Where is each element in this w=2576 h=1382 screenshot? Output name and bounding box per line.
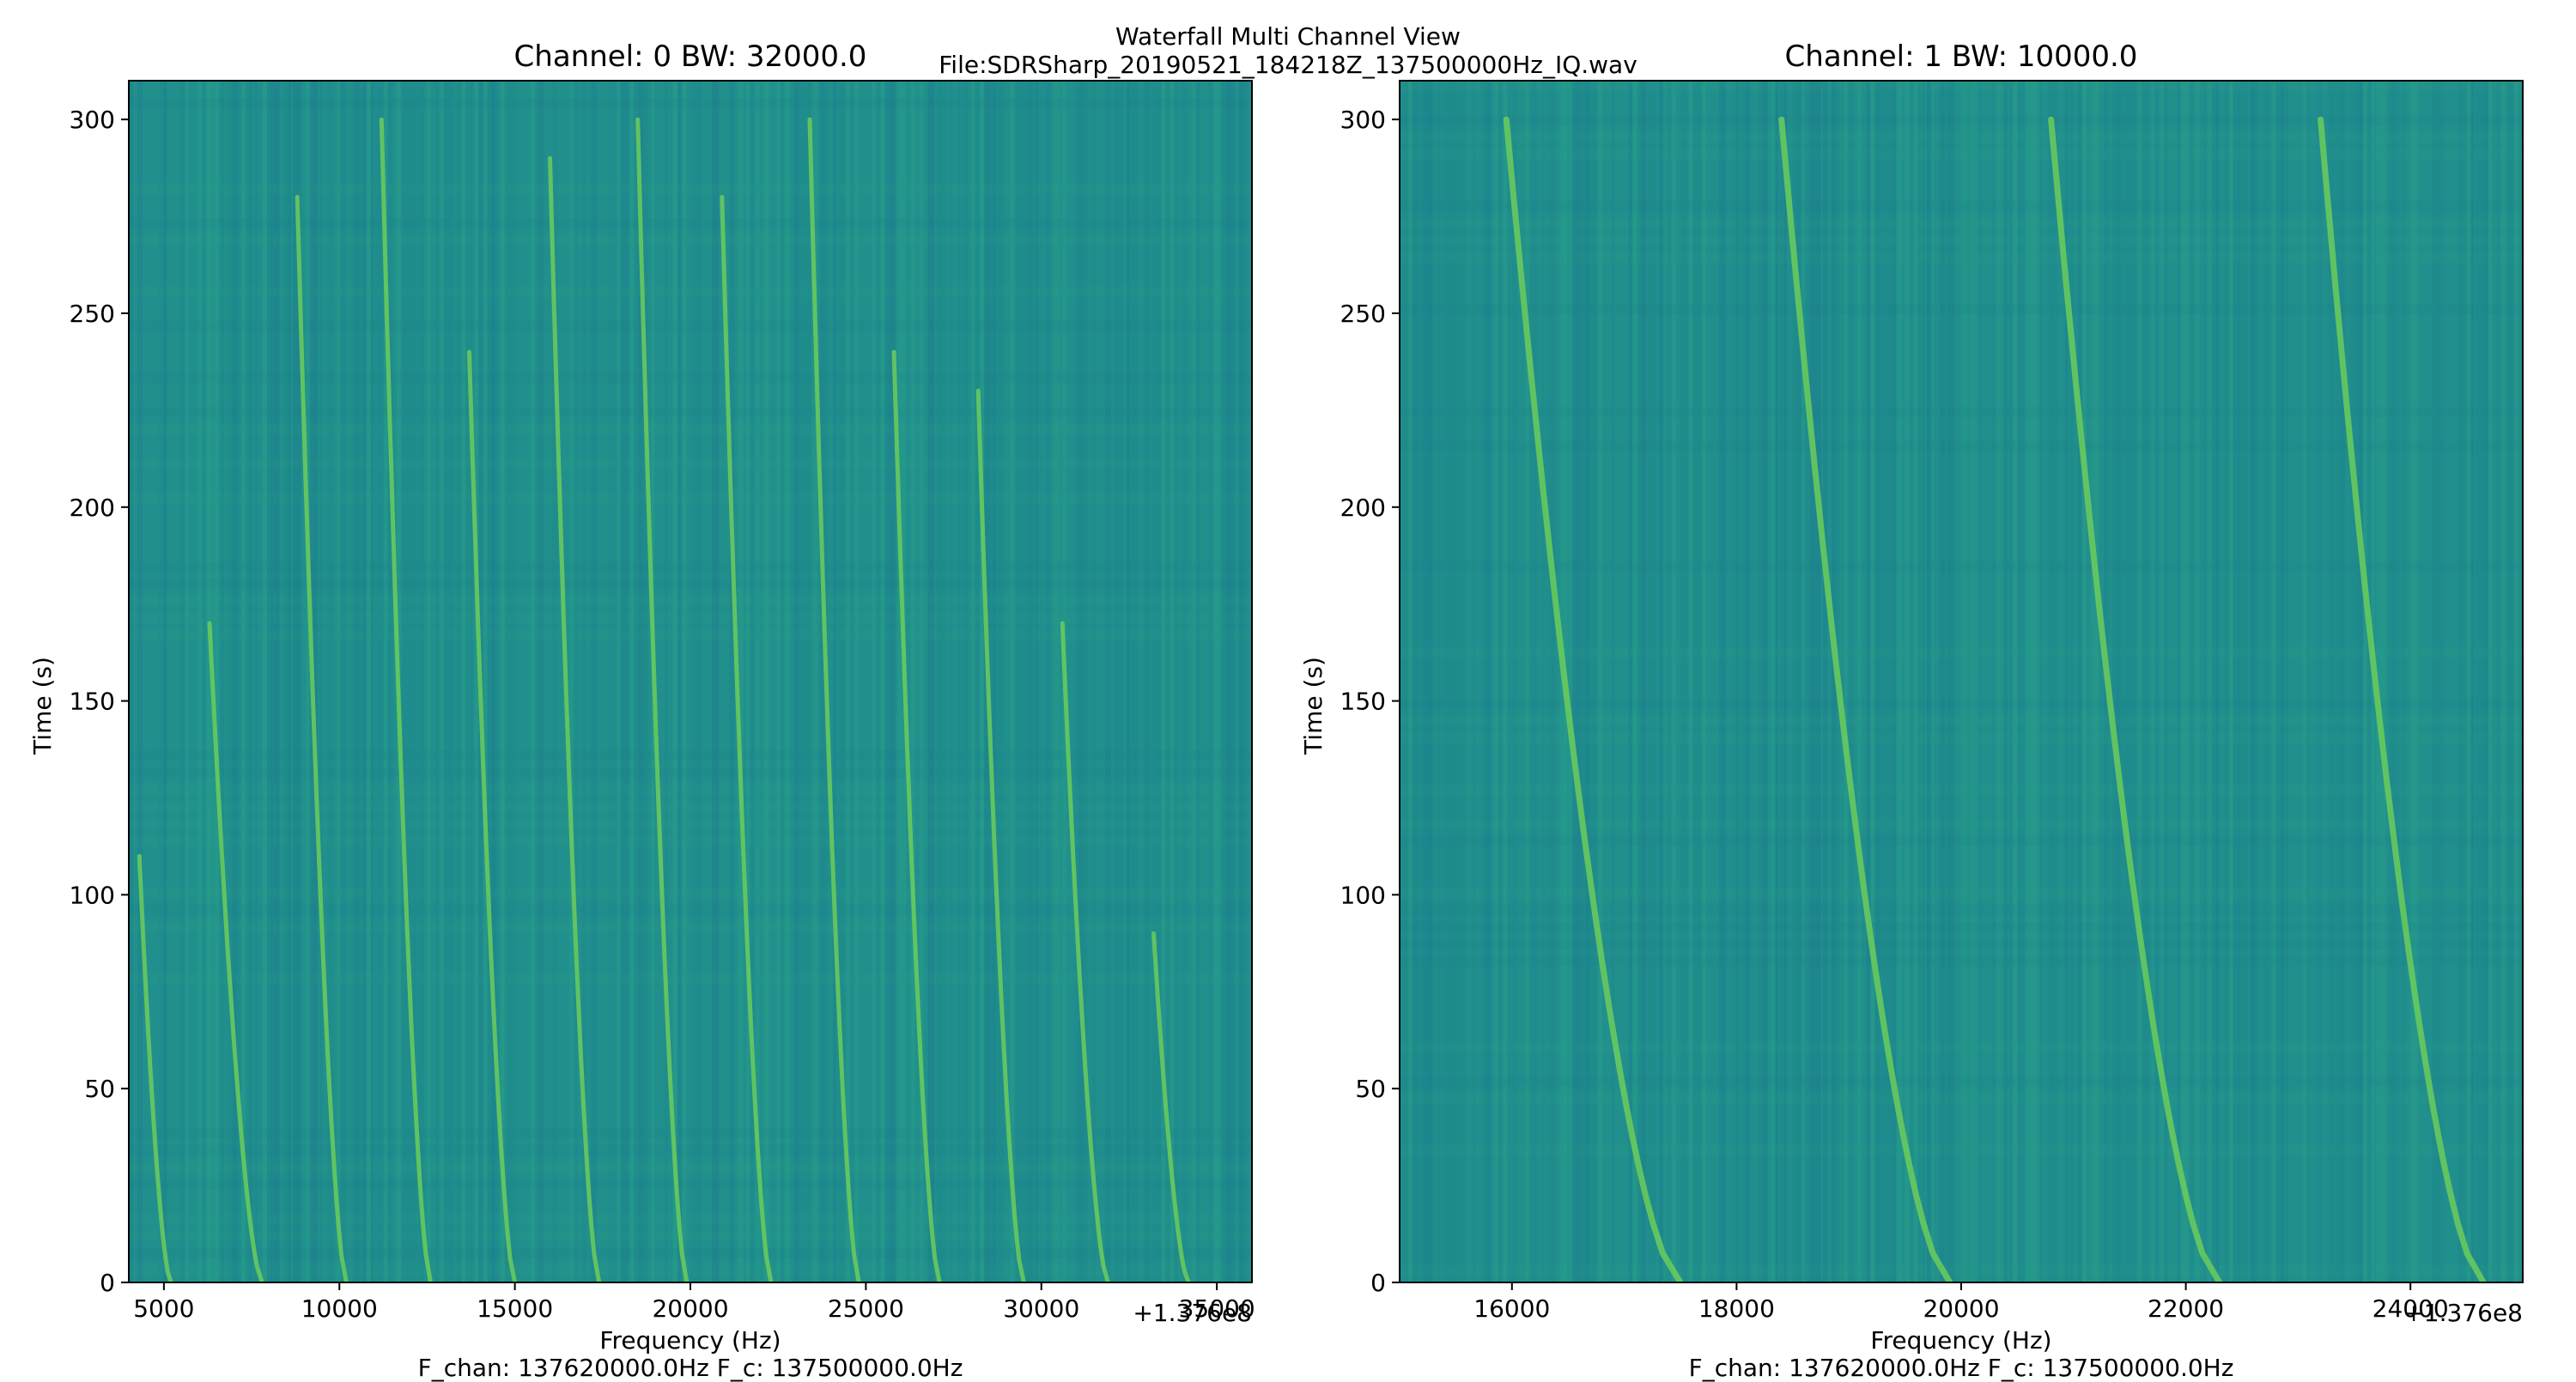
channel-1-xtick-label: 22000	[2148, 1294, 2224, 1323]
channel-0-signal-trace-4	[548, 155, 602, 1282]
channel-0-plot-area: 5000 10000 15000 20000 25000 30000 35000 0 50 100…	[70, 80, 1255, 1323]
channel-0-title: Channel: 0 BW: 32000.0	[513, 39, 867, 74]
channel-1-signal-trace-3	[2318, 116, 2487, 1282]
channel-0-signal-trace-12	[137, 853, 173, 1282]
channel-0-signal-trace-1	[295, 195, 349, 1282]
channel-0-xtick-label: 15000	[477, 1294, 553, 1323]
figure-title: Waterfall Multi Channel View	[1115, 22, 1461, 51]
channel-0-ytick-label: 200	[70, 494, 115, 522]
channel-0-signal-trace-7	[807, 117, 861, 1282]
channel-0-xtick-label: 20000	[652, 1294, 728, 1323]
channel-1-x-offset: +1.376e8	[2403, 1299, 2523, 1327]
channel-1-xlabel: Frequency (Hz)	[1870, 1326, 2052, 1355]
channel-0-signal-trace-2	[379, 117, 433, 1282]
channel-1-ytick-label: 100	[1340, 881, 1386, 909]
channel-1-noise	[1400, 81, 2523, 1282]
channel-0-xtick-label: 5000	[133, 1294, 194, 1323]
channel-0-xlabel: Frequency (Hz)	[599, 1326, 781, 1355]
channel-1-signal-trace-2	[2048, 116, 2223, 1282]
channel-1-signal-trace-1	[1778, 116, 1953, 1282]
channel-0-signal-trace-5	[635, 117, 690, 1282]
channel-1-ytick-label: 300	[1340, 106, 1386, 134]
channel-0-signal-trace-6	[720, 195, 774, 1282]
channel-0-ytick-label: 50	[84, 1075, 115, 1103]
channel-0-xtick-label: 10000	[301, 1294, 378, 1323]
channel-1-ytick-label: 200	[1340, 494, 1386, 522]
channel-1-xtick-label: 16000	[1473, 1294, 1550, 1323]
channel-1-ytick-label: 50	[1355, 1075, 1386, 1103]
channel-0-signal-trace-9	[975, 388, 1026, 1282]
channel-0-ytick-label: 300	[70, 106, 115, 134]
channel-1-title: Channel: 1 BW: 10000.0	[1784, 39, 2138, 74]
channel-0-ytick-label: 0	[100, 1269, 115, 1297]
channel-1-xtick-label: 18000	[1698, 1294, 1775, 1323]
channel-1-xtick-label: 24000	[2372, 1294, 2449, 1323]
channel-1-ytick-label: 150	[1340, 688, 1386, 716]
figure-filename: File:SDRSharp_20190521_184218Z_137500000…	[939, 51, 1637, 79]
channel-0-noise	[129, 81, 1252, 1282]
channel-0-ytick-label: 150	[70, 688, 115, 716]
channel-1-ytick-label: 0	[1370, 1269, 1386, 1297]
channel-0-signal-trace-10	[1060, 621, 1110, 1282]
channel-0-xtick-label: 30000	[1003, 1294, 1079, 1323]
channel-0-x-offset: +1.376e8	[1133, 1299, 1252, 1327]
channel-0-ytick-label: 250	[70, 300, 115, 328]
channel-1-xtick-label: 20000	[1923, 1294, 1999, 1323]
channel-1-plot-area: 16000 18000 20000 22000 24000 0 50 100 150 200 250…	[1340, 80, 2524, 1323]
channel-0-signal-trace-8	[891, 349, 942, 1282]
channel-0-xtick-label: 35000	[1179, 1294, 1255, 1323]
channel-0-ytick-label: 100	[70, 881, 115, 909]
channel-0-signal-trace-3	[467, 349, 518, 1282]
channel-0-signal-trace-11	[1151, 931, 1191, 1282]
channel-1-signal-trace-0	[1503, 116, 1684, 1282]
channel-0-xtick-label: 25000	[828, 1294, 904, 1323]
channel-1-ytick-label: 250	[1340, 300, 1386, 328]
channel-0-signal-trace-0	[207, 621, 264, 1282]
